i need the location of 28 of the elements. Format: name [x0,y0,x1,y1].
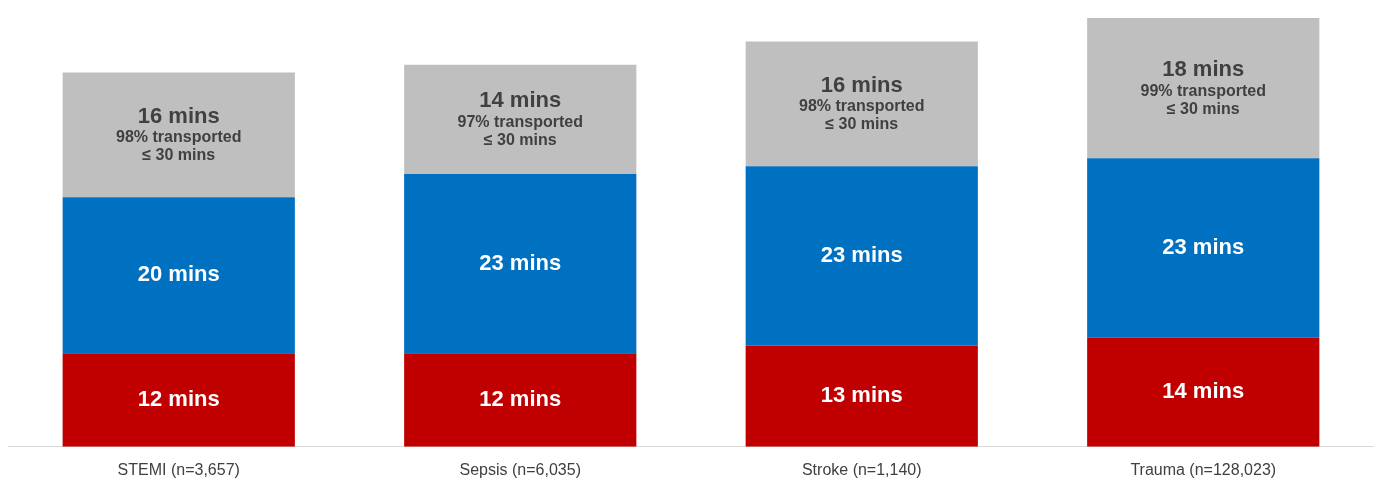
data-label: 20 mins [137,261,220,287]
bar [62,72,295,198]
data-label: 16 mins 98% transported ≤ 30 mins [799,71,925,133]
data-label: 23 mins [479,249,562,275]
x-tick-label: Trauma (n=128,023) [1130,460,1277,478]
bar [404,173,637,354]
data-label: 23 mins [1162,234,1245,260]
data-label: 14 mins 97% transported ≤ 30 mins [457,87,583,148]
bar [404,64,637,174]
x-tick-label: Sepsis (n=6,035) [459,460,581,478]
data-label: 13 mins [820,382,903,408]
data-label: 16 mins 98% transported ≤ 30 mins [116,103,242,164]
bar [404,353,637,447]
x-tick-label: Stroke (n=1,140) [801,460,922,478]
bar [1087,158,1320,338]
data-label: 12 mins [137,386,220,412]
data-label: 14 mins [1162,378,1245,404]
bar [62,197,295,354]
data-label: 12 mins [479,386,562,412]
data-label: 23 mins [820,241,903,267]
bar [745,345,978,447]
bar [745,166,978,346]
bar [1087,337,1320,447]
x-tick-label: STEMI (n=3,657) [117,460,240,478]
data-label: 18 mins 99% transported ≤ 30 mins [1140,56,1266,117]
bar [1087,18,1320,159]
bar [745,41,978,167]
bar [62,353,295,447]
